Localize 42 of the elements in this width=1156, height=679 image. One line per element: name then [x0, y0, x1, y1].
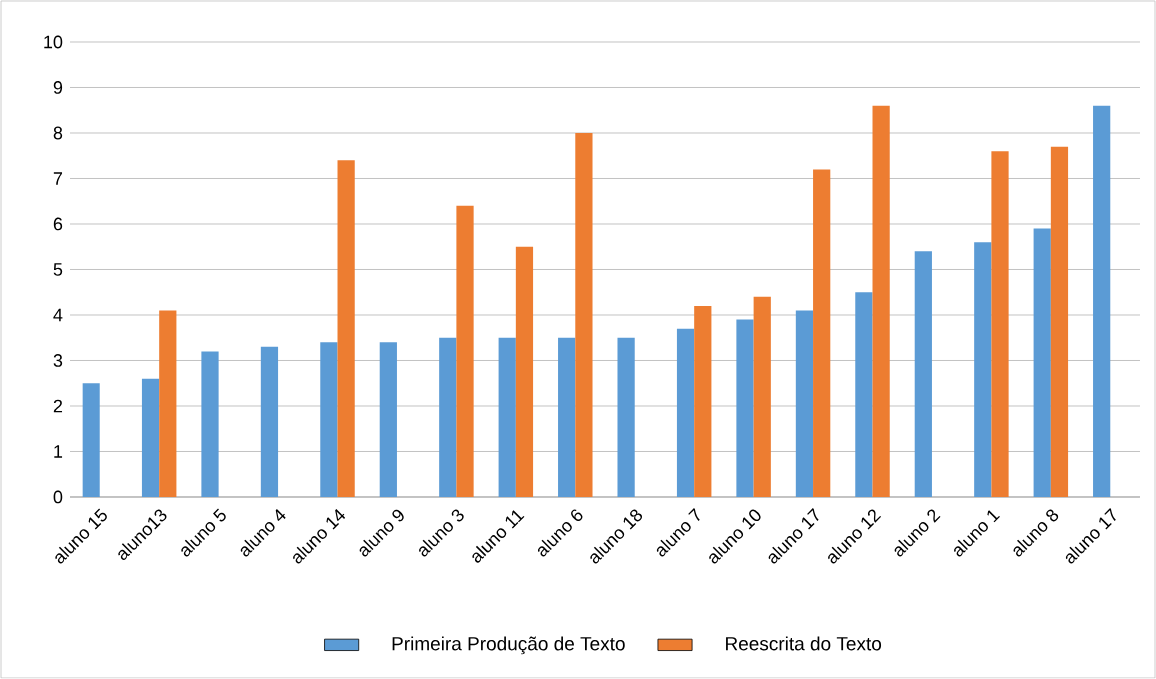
bar — [872, 105, 890, 497]
bar — [914, 251, 932, 497]
bar — [617, 337, 635, 497]
legend-label: Reescrita do Texto — [726, 636, 882, 651]
bar — [379, 342, 397, 497]
y-tick-label: 7 — [53, 172, 63, 185]
legend-label: Primeira Produção de Texto — [392, 636, 625, 655]
bar — [974, 242, 992, 497]
bar — [320, 342, 338, 497]
bar — [82, 383, 100, 497]
bar — [736, 319, 754, 497]
y-tick-label: 8 — [53, 126, 63, 140]
bar — [1093, 105, 1111, 497]
bar — [515, 246, 534, 497]
bar — [558, 337, 576, 497]
bar — [439, 337, 457, 497]
bar — [575, 132, 593, 497]
bar — [676, 328, 695, 497]
y-tick-label: 0 — [53, 490, 63, 504]
bar — [813, 169, 831, 497]
bar — [753, 296, 771, 497]
bar — [201, 351, 219, 497]
bar — [795, 310, 814, 497]
bar — [159, 310, 177, 497]
bar — [694, 305, 712, 497]
bar — [991, 151, 1009, 497]
y-tick-label: 1 — [54, 445, 63, 458]
y-tick-label: 2 — [53, 399, 63, 413]
y-tick-label: 5 — [53, 263, 63, 276]
y-tick-label: 3 — [53, 354, 63, 367]
bar — [456, 205, 474, 497]
y-tick-label: 4 — [53, 308, 63, 322]
bar — [498, 337, 516, 497]
bar — [855, 292, 873, 497]
bar — [1050, 146, 1069, 497]
bar — [337, 160, 355, 497]
y-tick-label: 9 — [53, 81, 63, 94]
bar — [1033, 228, 1051, 497]
bar — [141, 378, 160, 497]
y-tick-label: 6 — [53, 217, 63, 231]
bar — [260, 346, 279, 497]
y-tick-label: 10 — [44, 35, 63, 49]
